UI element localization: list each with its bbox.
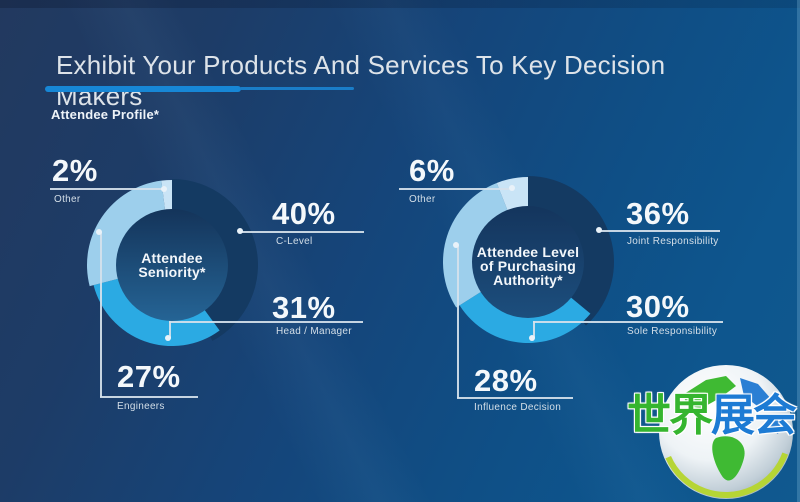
callout-value-influence-decision: 28% — [474, 363, 538, 398]
globe-continent-green-top — [684, 376, 736, 408]
callout-line — [169, 321, 171, 338]
callout-label-other: Other — [54, 194, 81, 205]
callout-label-c-level: C-Level — [276, 236, 313, 247]
callout-dot — [96, 229, 102, 235]
globe-continent-blue-top — [740, 378, 772, 408]
callout-line — [241, 231, 364, 233]
callout-dot — [509, 185, 515, 191]
callout-label-engineers: Engineers — [117, 401, 165, 412]
donut-chart-purchasing — [443, 176, 614, 343]
watermark-text-blue: 展会 — [711, 391, 797, 440]
right-edge-highlight — [797, 0, 800, 502]
callout-line — [100, 232, 102, 397]
donut-segment-other — [496, 177, 528, 214]
callout-dot — [237, 228, 243, 234]
callout-dot — [161, 186, 167, 192]
title-underline-thin — [240, 87, 354, 90]
callout-value-other: 2% — [52, 153, 98, 188]
callout-line — [399, 188, 512, 190]
callout-line — [600, 230, 720, 232]
callout-line — [50, 188, 164, 190]
donut-hole — [116, 209, 228, 321]
callout-line — [533, 321, 723, 323]
donut-title-seniority: Attendee Seniority* — [102, 251, 242, 279]
callout-value-joint-responsibility: 36% — [626, 196, 690, 231]
callout-dot — [165, 335, 171, 341]
callout-label-head-manager: Head / Manager — [276, 326, 352, 337]
donut-title-purchasing: Attendee Level of Purchasing Authority* — [448, 245, 608, 287]
callout-line — [100, 396, 198, 398]
callout-value-engineers: 27% — [117, 359, 181, 394]
callout-dot — [453, 242, 459, 248]
callout-dot — [529, 335, 535, 341]
callout-line — [533, 321, 535, 338]
watermark-text: 世界展会 — [627, 391, 797, 440]
attendee-profile-label: Attendee Profile* — [51, 107, 160, 122]
globe-crescent — [660, 366, 792, 498]
donut-segment-c-level — [172, 179, 258, 341]
callout-line — [169, 321, 363, 323]
callout-value-other: 6% — [409, 153, 455, 188]
callout-value-sole-responsibility: 30% — [626, 289, 690, 324]
donut-title-line: Attendee — [141, 250, 203, 266]
watermark-text-green: 世界 — [627, 391, 713, 440]
donut-title-line: Attendee Level — [476, 244, 580, 260]
callout-label-influence-decision: Influence Decision — [474, 402, 562, 413]
callout-line — [457, 245, 459, 398]
donut-title-line: of Purchasing — [480, 258, 576, 274]
title-underline-thick — [45, 86, 241, 92]
callout-value-c-level: 40% — [272, 196, 336, 231]
donut-title-line: Seniority* — [138, 264, 206, 280]
donut-hole — [472, 206, 584, 318]
callout-label-other: Other — [409, 194, 436, 205]
globe-continent-blue-right — [766, 414, 782, 434]
donut-title-line: Authority* — [493, 272, 563, 288]
callout-dot — [596, 227, 602, 233]
donut-chart-seniority — [86, 179, 258, 346]
top-strip — [0, 0, 800, 8]
globe-continent-green-bottom — [712, 436, 745, 481]
callout-label-joint-responsibility: Joint Responsibility — [627, 236, 719, 247]
callout-label-sole-responsibility: Sole Responsibility — [627, 326, 718, 337]
callout-line — [457, 397, 573, 399]
callout-value-head-manager: 31% — [272, 290, 336, 325]
globe-watermark-icon — [659, 365, 793, 499]
page-title: Exhibit Your Products And Services To Ke… — [56, 50, 666, 111]
